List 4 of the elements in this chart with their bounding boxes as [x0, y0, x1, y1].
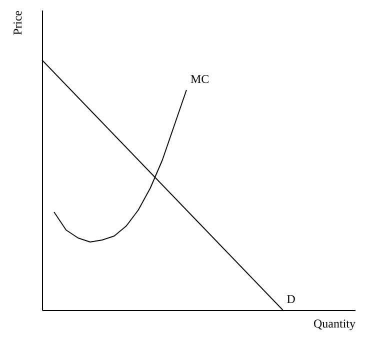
x-axis-title: Quantity [314, 316, 356, 330]
y-axis-title: Price [10, 10, 24, 36]
series-label: D [286, 292, 296, 306]
series-label: MC [190, 72, 210, 86]
